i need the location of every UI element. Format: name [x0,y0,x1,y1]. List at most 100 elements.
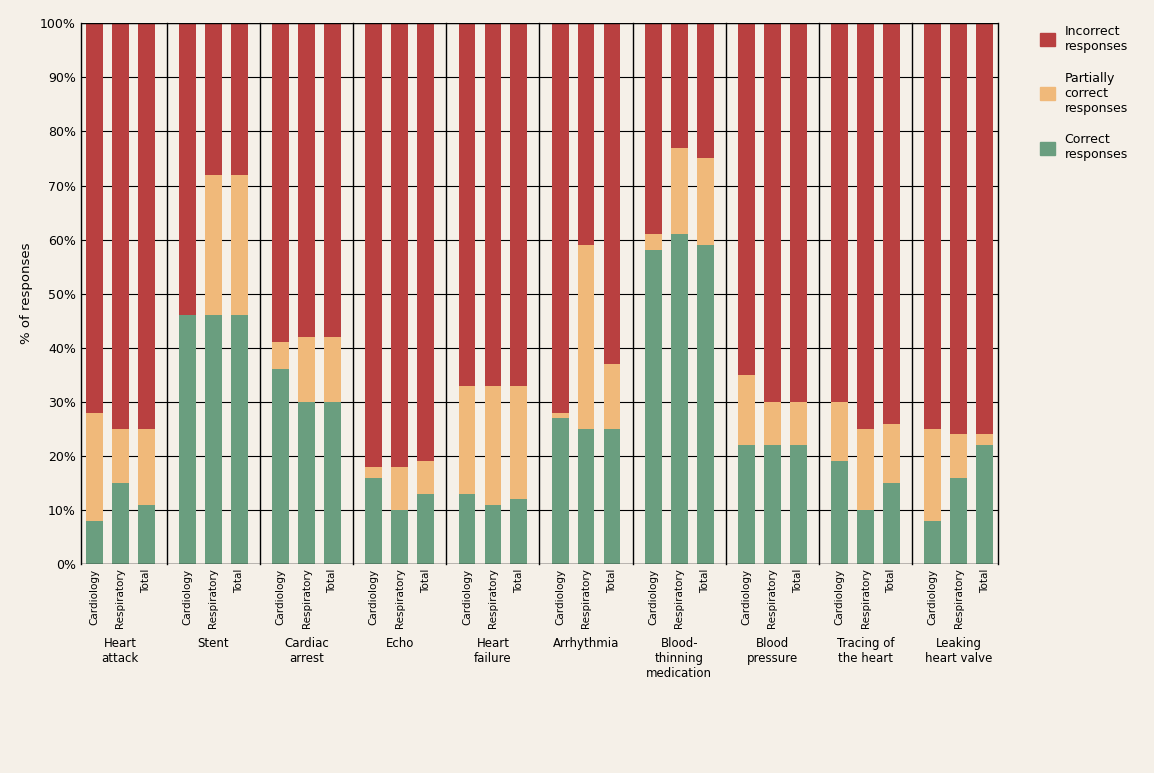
Bar [458,494,475,564]
Bar [485,386,501,505]
Bar [510,23,527,386]
Bar [231,175,248,315]
Bar [883,483,900,564]
Bar [298,402,315,564]
Bar [739,445,755,564]
Bar [510,386,527,499]
Bar [179,23,196,315]
Bar [137,429,155,505]
Bar [510,499,527,564]
Text: Cardiac
arrest: Cardiac arrest [284,636,329,665]
Bar [951,478,967,564]
Bar [789,402,807,445]
Bar [857,23,874,429]
Bar [976,434,994,445]
Bar [231,23,248,175]
Bar [739,375,755,445]
Bar [976,23,994,434]
Bar [670,148,688,234]
Text: Blood-
thinning
medication: Blood- thinning medication [646,636,712,679]
Bar [366,23,382,467]
Bar [976,445,994,564]
Bar [485,23,501,386]
Bar [272,369,290,564]
Bar [604,429,621,564]
Bar [764,23,781,402]
Text: Heart
failure: Heart failure [474,636,511,665]
Bar [645,23,661,234]
Bar [391,510,409,564]
Bar [205,23,222,175]
Bar [324,402,340,564]
Bar [857,429,874,510]
Bar [391,23,409,467]
Legend: Incorrect
responses, Partially
correct
responses, Correct
responses: Incorrect responses, Partially correct r… [1034,19,1134,168]
Text: Arrhythmia: Arrhythmia [553,636,620,649]
Bar [764,402,781,445]
Bar [552,413,569,418]
Bar [831,23,848,402]
Bar [604,23,621,364]
Bar [604,364,621,429]
Bar [831,402,848,461]
Bar [578,23,594,245]
Bar [883,23,900,424]
Bar [85,23,103,413]
Bar [298,23,315,337]
Text: Echo: Echo [385,636,414,649]
Bar [789,445,807,564]
Bar [697,158,713,245]
Text: Heart
attack: Heart attack [102,636,138,665]
Bar [831,461,848,564]
Bar [85,521,103,564]
Y-axis label: % of responses: % of responses [20,243,33,345]
Bar [272,342,290,369]
Bar [552,418,569,564]
Bar [391,467,409,510]
Bar [883,424,900,483]
Bar [324,337,340,402]
Bar [366,478,382,564]
Bar [458,386,475,494]
Bar [670,234,688,564]
Bar [951,23,967,434]
Bar [670,23,688,148]
Bar [857,510,874,564]
Bar [137,23,155,429]
Bar [418,461,434,494]
Bar [85,413,103,521]
Bar [418,23,434,461]
Text: Leaking
heart valve: Leaking heart valve [926,636,992,665]
Bar [739,23,755,375]
Bar [458,23,475,386]
Text: Stent: Stent [197,636,230,649]
Bar [764,445,781,564]
Bar [697,23,713,158]
Bar [485,505,501,564]
Bar [112,23,128,429]
Bar [231,315,248,564]
Text: Blood
pressure: Blood pressure [747,636,799,665]
Bar [924,521,942,564]
Bar [924,23,942,429]
Bar [418,494,434,564]
Bar [789,23,807,402]
Bar [578,429,594,564]
Bar [205,315,222,564]
Bar [552,23,569,413]
Bar [112,483,128,564]
Bar [578,245,594,429]
Bar [205,175,222,315]
Bar [697,245,713,564]
Bar [951,434,967,478]
Bar [645,234,661,250]
Bar [272,23,290,342]
Bar [324,23,340,337]
Bar [645,250,661,564]
Text: Tracing of
the heart: Tracing of the heart [837,636,894,665]
Bar [179,315,196,564]
Bar [366,467,382,478]
Bar [137,505,155,564]
Bar [112,429,128,483]
Bar [924,429,942,521]
